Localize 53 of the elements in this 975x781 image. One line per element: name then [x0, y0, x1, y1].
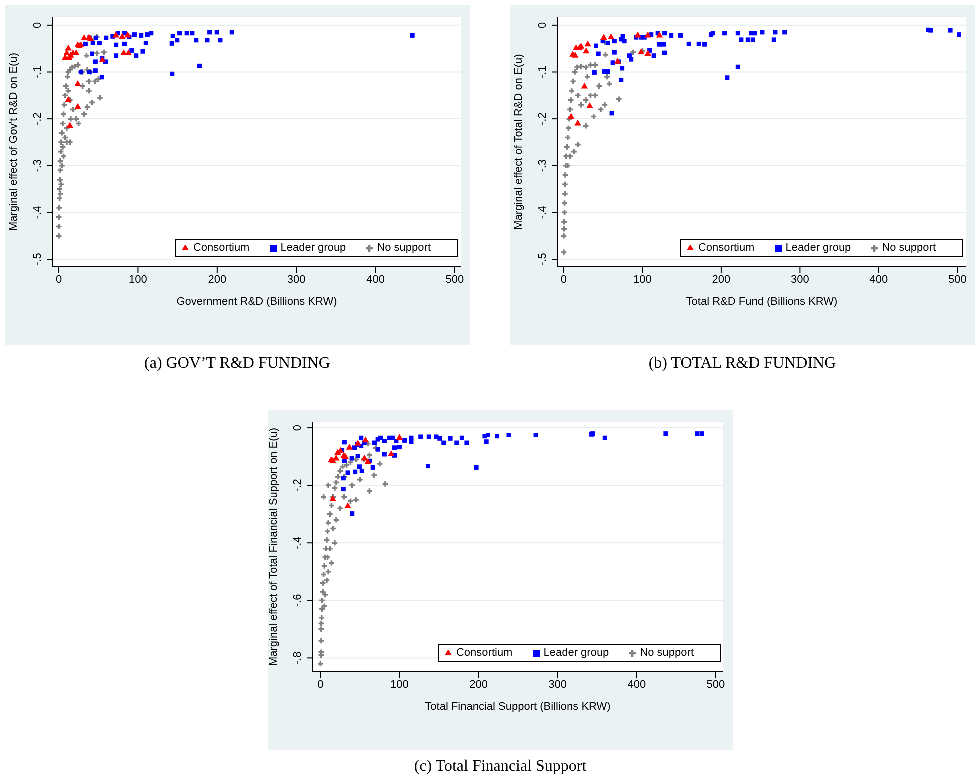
y-tick-label: -.6 [292, 594, 304, 608]
x-axis-title: Total R&D Fund (Billions KRW) [686, 296, 838, 308]
y-tick-label: -.1 [537, 66, 549, 79]
x-tick-label: 0 [318, 678, 324, 691]
legend-label: Consortium [698, 242, 755, 254]
x-tick-label: 400 [870, 274, 888, 286]
y-tick-label: -.3 [537, 159, 549, 172]
x-tick-label: 100 [129, 274, 148, 286]
x-tick-label: 200 [712, 274, 731, 286]
legend-label: Leader group [544, 647, 610, 659]
x-tick-label: 200 [470, 678, 488, 691]
x-tick-label: 500 [706, 678, 726, 691]
legend-label: Leader group [786, 242, 852, 254]
y-tick-label: 0 [32, 22, 44, 28]
y-axis-title: Marginal effect of Total R&D on E(u) [512, 54, 525, 230]
y-tick-label: -.2 [537, 112, 549, 126]
legend-label: Consortium [456, 647, 513, 659]
legend-label: No support [882, 242, 936, 254]
y-axis-title: Marginal effect of Gov't R&D on E(u) [8, 53, 20, 231]
y-tick-label: -.2 [32, 112, 44, 126]
x-tick-label: 400 [366, 274, 385, 286]
x-tick-label: 0 [560, 274, 568, 286]
legend-label: No support [640, 647, 694, 659]
text: (b) TOTAL R&D FUNDING [648, 355, 838, 373]
y-tick-label: -.2 [292, 479, 304, 492]
x-tick-label: 400 [628, 678, 646, 691]
legend-label: Leader group [280, 242, 346, 254]
text: (a) GOV’T R&D FUNDING [144, 355, 332, 373]
x-tick-label: 100 [634, 274, 652, 286]
y-tick-label: 0 [292, 424, 304, 432]
x-tick-label: 500 [948, 274, 967, 286]
x-tick-label: 300 [287, 274, 306, 286]
x-tick-label: 0 [56, 274, 62, 286]
y-tick-label: -.5 [537, 253, 549, 266]
x-tick-label: 500 [446, 274, 464, 286]
y-axis-title: Marginal effect of Total Financial Support on E(u) [268, 428, 280, 666]
x-tick-label: 300 [791, 274, 810, 286]
x-tick-label: 200 [208, 274, 227, 286]
y-tick-label: -.1 [32, 66, 44, 79]
y-tick-label: -.4 [292, 536, 304, 550]
y-tick-label: -.3 [32, 159, 44, 172]
x-tick-label: 100 [390, 678, 409, 691]
legend-label: No support [377, 242, 431, 254]
y-tick-label: -.4 [32, 206, 44, 220]
y-tick-label: -.5 [32, 253, 44, 266]
x-axis-title: Government R&D (Billions KRW) [176, 296, 338, 308]
text: (c) Total Financial Support [413, 758, 588, 776]
legend-label: Consortium [193, 242, 250, 254]
x-tick-label: 300 [548, 678, 568, 691]
y-tick-label: -.8 [292, 652, 304, 665]
y-tick-label: -.4 [537, 206, 549, 220]
x-axis-title: Total Financial Support (Billions KRW) [425, 701, 611, 713]
y-tick-label: 0 [537, 22, 549, 28]
